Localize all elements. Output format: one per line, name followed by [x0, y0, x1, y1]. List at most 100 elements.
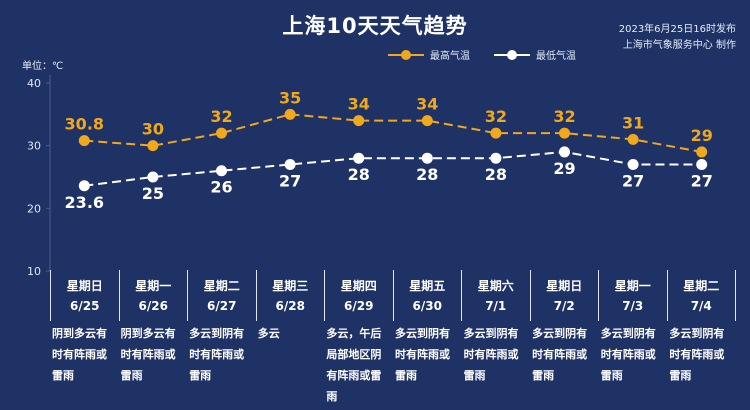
- legend-low: 最低气温: [494, 47, 576, 62]
- date-label: 6/29: [344, 298, 374, 313]
- high-temp-label: 35: [279, 88, 301, 107]
- publisher: 上海市气象服务中心 制作: [622, 40, 736, 51]
- day-cell: 星期日 6/25: [50, 270, 120, 321]
- low-temp-point: [559, 146, 570, 158]
- day-cell: 星期四 6/29: [325, 270, 394, 321]
- low-temp-point: [627, 158, 639, 170]
- low-temp-label: 28: [348, 165, 370, 184]
- unit-label: 单位：℃: [22, 61, 64, 72]
- low-temp-point: [147, 171, 159, 183]
- publish-info: 2023年6月25日16时发布 上海市气象服务中心 制作: [619, 22, 736, 54]
- high-temp-point: [147, 140, 159, 152]
- y-tick-label: 40: [27, 77, 41, 90]
- weekday-label: 星期二: [683, 278, 720, 293]
- y-tick-label: 10: [27, 265, 41, 278]
- weather-desc: 多云到阴有时有阵雨或雷雨: [189, 327, 245, 382]
- date-label: 7/1: [485, 298, 507, 313]
- weekday-label: 星期五: [409, 278, 446, 293]
- weather-desc: 多云到阴有时有阵雨或雷雨: [463, 327, 519, 382]
- weather-desc: 多云，午后局部地区阴有阵雨或雷雨: [326, 327, 382, 403]
- legend-low-label: 最低气温: [536, 51, 576, 62]
- high-temp-label: 32: [485, 107, 507, 126]
- low-temp-point: [490, 152, 502, 164]
- weather-desc: 阴到多云有时有阵雨或雷雨: [52, 327, 107, 382]
- date-label: 6/25: [70, 298, 100, 313]
- high-temp-point: [627, 133, 639, 145]
- weekday-label: 星期日: [546, 278, 583, 293]
- high-temp-label: 34: [348, 95, 370, 114]
- weather-desc: 多云到阴有时有阵雨或雷雨: [394, 327, 450, 382]
- day-cell: 星期二 7/4: [668, 270, 736, 321]
- legend-high: 最高气温: [388, 47, 470, 62]
- low-temp-label: 27: [279, 171, 301, 190]
- low-temp-point: [353, 152, 365, 164]
- weekday-label: 星期四: [340, 278, 377, 293]
- weather-desc: 多云到阴有时有阵雨或雷雨: [600, 327, 656, 382]
- chart-title: 上海10天天气趋势: [282, 14, 468, 38]
- legend-high-marker-icon: [388, 49, 424, 60]
- high-temp-label: 30: [142, 120, 164, 139]
- high-temp-point: [559, 127, 570, 139]
- publish-time: 2023年6月25日16时发布: [618, 24, 736, 35]
- weekday-label: 星期六: [477, 278, 514, 293]
- high-temp-point: [78, 135, 90, 147]
- high-temp-label: 31: [622, 113, 644, 132]
- weather-desc: 多云到阴有时有阵雨或雷雨: [532, 327, 588, 382]
- high-temp-label: 29: [691, 126, 713, 145]
- high-temp-line: [84, 113, 702, 153]
- high-temp-point: [284, 108, 296, 120]
- high-temp-label: 32: [553, 107, 575, 126]
- low-temp-label: 25: [142, 184, 164, 203]
- weather-desc: 阴到多云有时有阵雨或雷雨: [120, 327, 176, 382]
- high-temp-label: 32: [210, 107, 232, 126]
- date-label: 6/30: [412, 298, 442, 313]
- low-temp-point: [216, 165, 227, 177]
- high-temp-point: [353, 115, 365, 127]
- high-temp-label: 34: [416, 95, 438, 114]
- weekday-label: 星期一: [135, 278, 172, 293]
- weekday-label: 星期三: [272, 278, 309, 293]
- y-tick-label: 30: [27, 140, 41, 153]
- low-temp-label: 26: [210, 178, 232, 197]
- date-label: 7/4: [690, 298, 712, 313]
- low-temp-point: [284, 158, 296, 170]
- low-temp-label: 28: [485, 165, 507, 184]
- day-cell: 星期二 6/27: [188, 270, 257, 321]
- high-temp-point: [490, 127, 502, 139]
- low-temp-point: [78, 180, 90, 192]
- day-cell: 星期日 7/2: [531, 270, 599, 321]
- low-temp-label: 29: [553, 159, 575, 178]
- date-label: 6/28: [275, 298, 305, 313]
- weather-desc: 多云到阴有时有阵雨或雷雨: [669, 327, 725, 382]
- date-label: 7/2: [553, 298, 575, 313]
- high-temp-point: [216, 127, 227, 139]
- high-temp-point: [696, 146, 708, 158]
- day-header-row: 星期日 6/25 星期一 6/26 星期二 6/27 星期三 6/28 星期四 6/29 星期五 6/…: [50, 270, 736, 321]
- legend-low-marker-icon: [494, 49, 530, 60]
- day-cell: 星期六 7/1: [462, 270, 531, 321]
- weekday-label: 星期日: [66, 278, 103, 293]
- low-temp-label: 27: [691, 171, 713, 190]
- date-label: 7/3: [622, 298, 644, 313]
- high-temp-label: 30.8: [65, 115, 104, 134]
- weather-desc: 多云: [257, 327, 280, 340]
- low-temp-label: 27: [622, 171, 644, 190]
- low-temp-point: [421, 152, 433, 164]
- date-label: 6/26: [138, 298, 168, 313]
- low-temp-line: [84, 150, 702, 187]
- date-label: 6/27: [207, 298, 237, 313]
- day-cell: 星期五 6/30: [394, 270, 462, 321]
- low-temp-label: 23.6: [65, 193, 104, 212]
- high-temp-point: [421, 115, 433, 127]
- day-cell: 星期一 7/3: [599, 270, 668, 321]
- weekday-label: 星期二: [203, 278, 240, 293]
- day-cell: 星期一 6/26: [120, 270, 188, 321]
- low-temp-point: [696, 158, 708, 170]
- weather-desc-row: 阴到多云有时有阵雨或雷雨 阴到多云有时有阵雨或雷雨 多云到阴有时有阵雨或雷雨 多云 多云…: [50, 323, 736, 407]
- weekday-label: 星期一: [614, 278, 651, 293]
- low-temp-label: 28: [416, 165, 438, 184]
- day-cell: 星期三 6/28: [257, 270, 325, 321]
- y-tick-label: 20: [27, 202, 41, 215]
- legend-high-label: 最高气温: [430, 51, 470, 62]
